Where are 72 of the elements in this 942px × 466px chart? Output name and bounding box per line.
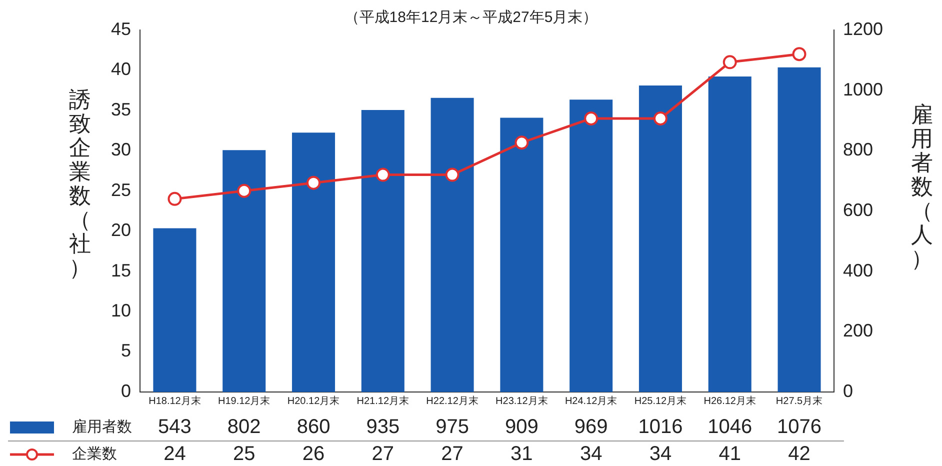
bar [708, 76, 752, 392]
y-tick-label: 35 [110, 99, 132, 120]
bar [222, 150, 266, 392]
point [376, 168, 390, 182]
data-label: 42 [788, 443, 810, 466]
x-tick-label: H20.12月末 [287, 394, 340, 407]
data-label: 1046 [708, 416, 752, 438]
data-label: 27 [372, 443, 394, 466]
point [237, 184, 252, 198]
x-tick-label: H22.12月末 [426, 394, 478, 407]
y-tick-label: 10 [110, 300, 132, 321]
y-tick-label: 15 [110, 260, 132, 280]
bar [292, 132, 336, 392]
y2-tick-label: 0 [842, 380, 853, 401]
y2-tick-label: 400 [842, 260, 874, 280]
point [306, 176, 321, 190]
data-label: 31 [510, 443, 533, 466]
point [168, 192, 182, 206]
point [792, 47, 806, 62]
y-axis-title: 誘致企業数（社） [68, 87, 92, 280]
x-tick-label: H25.12月末 [634, 394, 687, 407]
y2-tick-label: 200 [842, 320, 874, 341]
point [722, 55, 737, 70]
legend-label: 企業数 [72, 446, 117, 463]
bar [638, 86, 682, 392]
chart-subtitle: （平成18年12月末～平成27年5月末） [344, 9, 598, 26]
data-label: 909 [505, 416, 538, 438]
y-tick-label: 20 [110, 220, 132, 240]
x-tick-label: H27.5月末 [776, 394, 823, 407]
data-label: 969 [574, 416, 608, 438]
y-tick-label: 45 [110, 18, 132, 39]
y2-tick-label: 800 [842, 140, 874, 160]
bar [570, 100, 613, 392]
point [584, 111, 598, 126]
data-label: 34 [649, 443, 672, 466]
y-tick-label: 0 [121, 380, 132, 401]
data-label: 41 [718, 443, 741, 466]
data-label: 975 [436, 416, 469, 438]
bar [500, 118, 544, 392]
data-label: 34 [580, 443, 602, 466]
data-label: 935 [366, 416, 400, 438]
x-tick-label: H23.12月末 [496, 394, 548, 407]
y-tick-label: 40 [110, 59, 132, 80]
data-label: 1016 [638, 416, 683, 438]
point [445, 168, 460, 182]
bar [361, 110, 404, 392]
y2-tick-label: 600 [842, 200, 874, 220]
y2-axis-title: 雇用者数（人） [910, 102, 934, 271]
point [514, 136, 529, 150]
data-label: 543 [158, 416, 192, 438]
x-tick-label: H24.12月末 [564, 394, 618, 407]
y2-tick-label: 1000 [842, 79, 884, 100]
legend-label: 雇用者数 [72, 418, 132, 436]
y-tick-label: 30 [110, 140, 132, 160]
x-tick-label: H18.12月末 [148, 394, 201, 407]
x-tick-label: H26.12月末 [704, 394, 756, 407]
x-tick-label: H21.12月末 [356, 394, 410, 407]
bar [430, 98, 474, 392]
point [653, 111, 668, 126]
data-label: 802 [227, 416, 261, 438]
data-label: 24 [164, 443, 186, 466]
data-label: 25 [232, 443, 256, 466]
y-tick-label: 5 [121, 340, 132, 361]
data-label: 1076 [777, 416, 822, 438]
x-tick-label: H19.12月末 [218, 394, 270, 407]
y-tick-label: 25 [110, 180, 132, 200]
data-label: 26 [302, 443, 325, 466]
data-label: 860 [296, 416, 330, 438]
data-label: 27 [441, 443, 464, 466]
bar [153, 228, 196, 392]
bar [778, 67, 821, 392]
y2-tick-label: 1200 [842, 18, 884, 39]
